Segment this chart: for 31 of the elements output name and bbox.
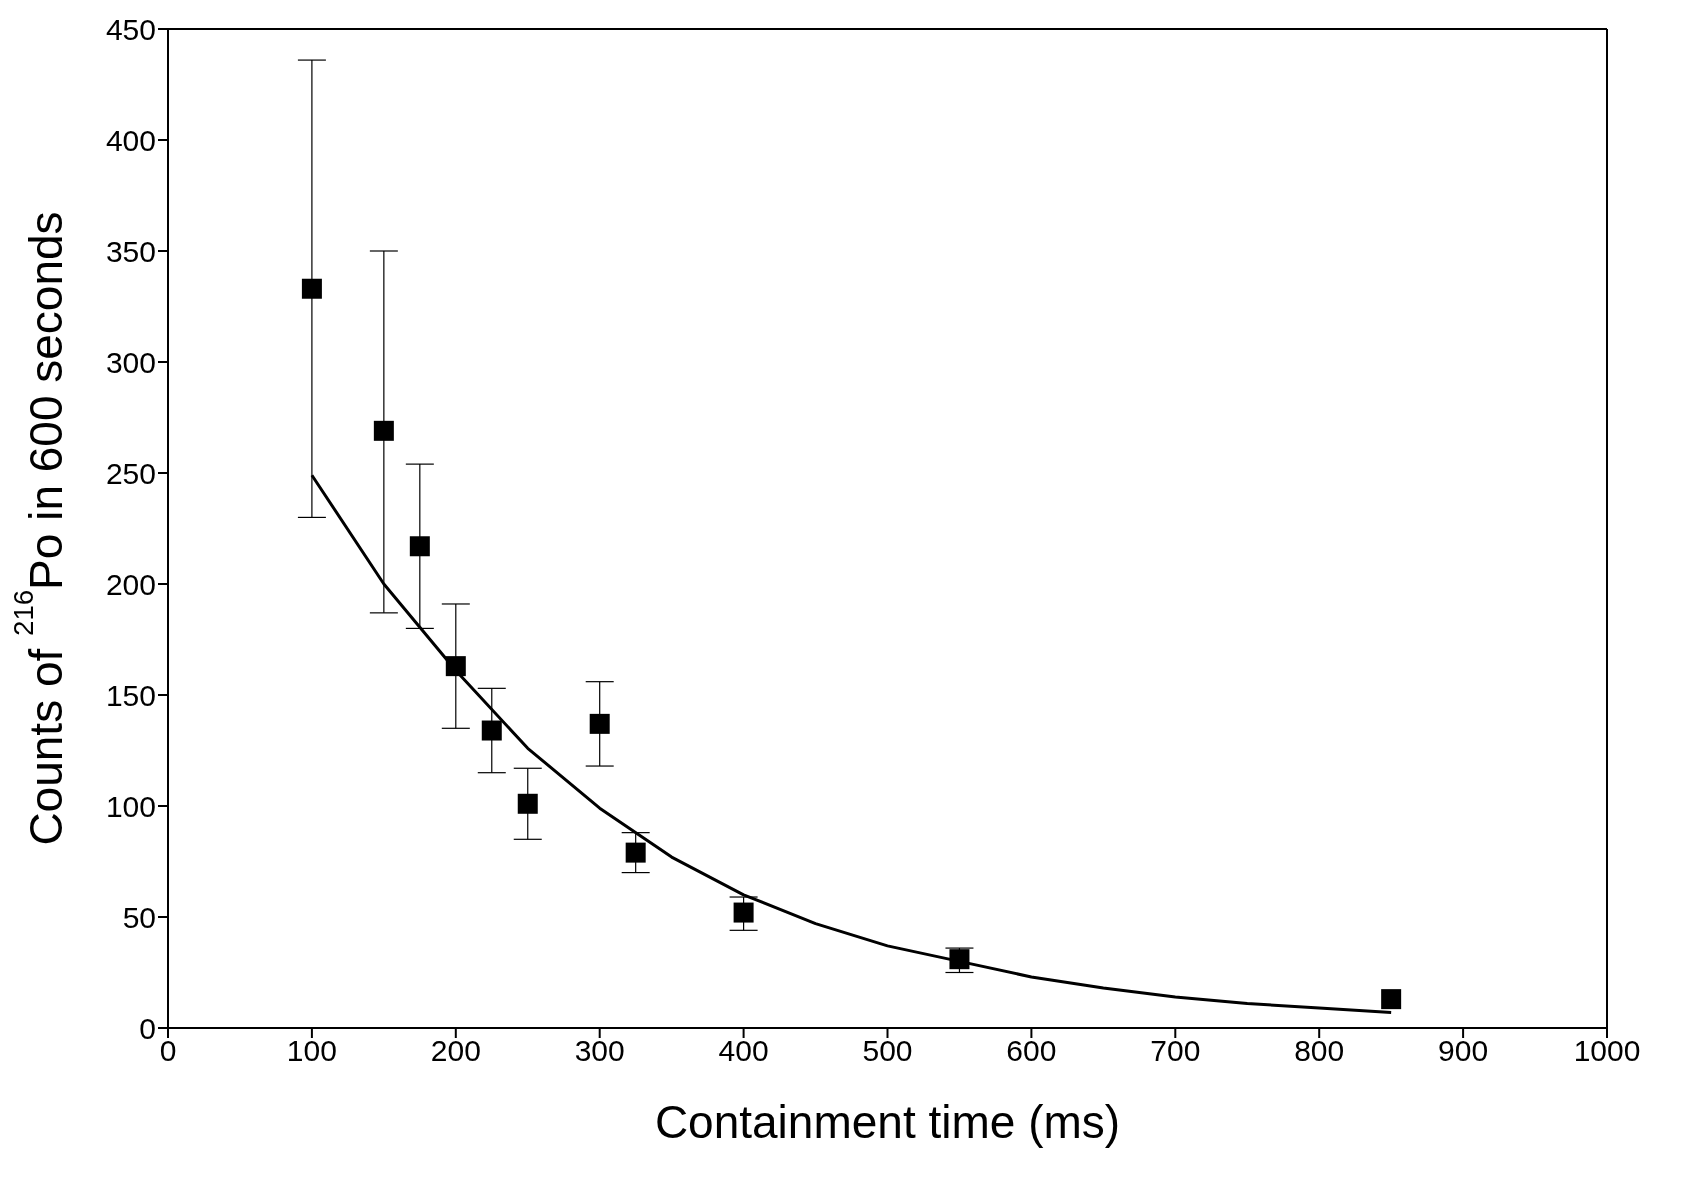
y-tick-label: 450 [105, 12, 156, 46]
x-tick-label: 200 [430, 1034, 481, 1068]
x-tick-label: 300 [574, 1034, 625, 1068]
x-tick-label: 0 [159, 1034, 177, 1068]
x-tick-label: 900 [1438, 1034, 1489, 1068]
y-tick-label: 300 [105, 345, 156, 379]
x-tick-label: 100 [286, 1034, 337, 1068]
y-tick-label: 100 [105, 789, 156, 823]
y-tick-label: 150 [105, 678, 156, 712]
y-tick-label: 0 [139, 1011, 156, 1045]
point [301, 278, 322, 299]
x-tick-label: 400 [718, 1034, 769, 1068]
point [409, 536, 430, 557]
point [481, 720, 502, 741]
point [589, 713, 610, 734]
point [517, 793, 538, 814]
x-axis-title: Containment time (ms) [654, 1096, 1121, 1148]
x-tick-label: 500 [862, 1034, 913, 1068]
x-tick-label: 800 [1294, 1034, 1345, 1068]
x-tick-label: 600 [1006, 1034, 1057, 1068]
point [373, 420, 394, 441]
y-tick-label: 250 [105, 456, 156, 490]
point [733, 902, 754, 923]
x-tick-label: 700 [1150, 1034, 1201, 1068]
y-tick-label: 200 [105, 567, 156, 601]
y-tick-label: 350 [105, 234, 156, 268]
y-tick-label: 400 [105, 123, 156, 157]
x-tick-label: 1000 [1573, 1034, 1641, 1068]
point [625, 842, 646, 863]
y-tick-label: 50 [122, 900, 156, 934]
point [1381, 989, 1402, 1010]
